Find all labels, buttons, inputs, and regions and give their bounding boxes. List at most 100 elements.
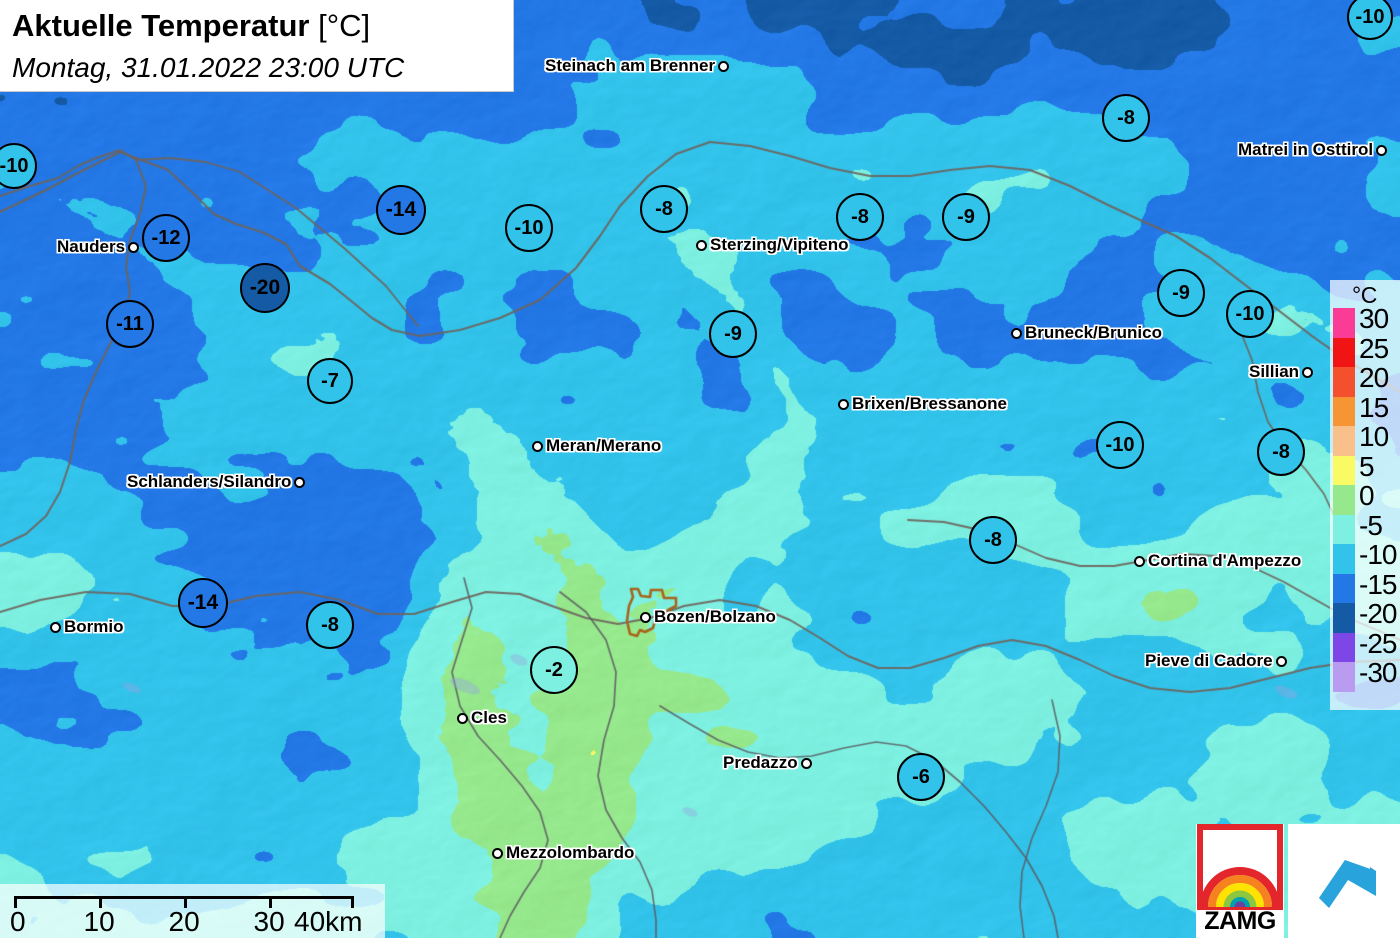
legend-swatch — [1333, 396, 1355, 426]
zamg-logo[interactable]: ZAMG — [1196, 824, 1284, 938]
city-label: Pieve di Cadore — [1145, 651, 1273, 670]
legend-row: -25 — [1333, 628, 1397, 662]
station-temperature-bubble[interactable]: -11 — [106, 300, 154, 348]
station-temperature-bubble[interactable]: -10 — [505, 204, 553, 252]
scale-tick — [351, 896, 354, 908]
city-label: Sterzing/Vipiteno — [710, 235, 849, 254]
legend-row: -10 — [1333, 539, 1397, 574]
legend-swatch — [1333, 485, 1355, 515]
station-temperature-bubble[interactable]: -9 — [942, 193, 990, 241]
legend-tick-label: 5 — [1359, 450, 1375, 482]
scale-tick — [269, 896, 272, 908]
station-temperature-bubble[interactable]: -10 — [1226, 290, 1274, 338]
city-label: Bormio — [64, 617, 124, 636]
legend-row: -20 — [1333, 598, 1397, 633]
legend-tick-label: -10 — [1359, 539, 1397, 570]
map-timestamp: Montag, 31.01.2022 23:00 UTC — [12, 52, 405, 83]
city-dot-icon — [717, 60, 729, 72]
city-dot-icon — [1133, 555, 1145, 567]
scale-tick — [99, 896, 102, 908]
city-label: Schlanders/Silandro — [127, 472, 292, 491]
legend-swatch — [1333, 367, 1355, 397]
zamg-wordmark: ZAMG — [1204, 907, 1276, 935]
station-temperature-bubble[interactable]: -14 — [178, 578, 228, 628]
legend-tick-label: -25 — [1359, 627, 1397, 659]
zamg-rainbow-icon — [1197, 824, 1283, 910]
station-temperature-bubble[interactable]: -10 — [0, 143, 37, 189]
station-temperature-bubble[interactable]: -8 — [836, 193, 884, 241]
station-temperature-bubble[interactable]: -9 — [1157, 269, 1205, 317]
legend-swatch — [1333, 573, 1355, 603]
city-label: Steinach am Brenner — [545, 56, 716, 75]
scale-tick-label: 30 — [253, 906, 285, 937]
scale-tick-label: 20 — [168, 906, 200, 937]
city-label: Cortina d'Ampezzo — [1148, 551, 1302, 570]
city-dot-icon — [1010, 327, 1022, 339]
legend-tick-label: -5 — [1359, 509, 1383, 541]
station-temperature-bubble[interactable]: -8 — [640, 185, 688, 233]
scale-tick-label: 10 — [83, 906, 115, 937]
city-dot-icon — [491, 847, 503, 859]
legend-tick-label: 10 — [1359, 421, 1389, 452]
station-temperature-bubble[interactable]: -8 — [1102, 94, 1150, 142]
legend-tick-label: 30 — [1359, 303, 1389, 334]
station-temperature-bubble[interactable]: -9 — [709, 310, 757, 358]
page-title: Aktuelle Temperatur [°C] — [12, 4, 503, 48]
station-temperature-bubble[interactable]: -6 — [897, 753, 945, 801]
station-temperature-bubble[interactable]: -8 — [306, 601, 354, 649]
legend-swatch — [1333, 514, 1355, 544]
blue-arrow-icon — [1319, 860, 1376, 908]
legend-swatch — [1333, 337, 1355, 367]
scale-tick-label: 0 — [10, 906, 26, 937]
legend-row: 15 — [1333, 392, 1389, 426]
city-dot-icon — [1375, 144, 1387, 156]
city-label: Bozen/Bolzano — [654, 607, 776, 626]
legend-swatch — [1333, 662, 1355, 692]
city-label: Sillian — [1249, 362, 1300, 381]
legend-row: 20 — [1333, 362, 1389, 397]
city-dot-icon — [1301, 366, 1313, 378]
city-label: Meran/Merano — [546, 436, 662, 455]
city-dot-icon — [800, 757, 812, 769]
city-dot-icon — [837, 398, 849, 410]
map-title-box: Aktuelle Temperatur [°C] Montag, 31.01.2… — [0, 0, 514, 92]
station-temperature-bubble[interactable]: -12 — [142, 214, 190, 262]
city-label: Mezzolombardo — [506, 843, 635, 862]
city-dot-icon — [456, 712, 468, 724]
station-temperature-bubble[interactable]: -8 — [1257, 428, 1305, 476]
scale-tick — [184, 896, 187, 908]
city-dot-icon — [293, 476, 305, 488]
legend-row: -15 — [1333, 569, 1397, 603]
station-temperature-bubble[interactable]: -20 — [240, 263, 290, 313]
legend-tick-label: 20 — [1359, 362, 1389, 393]
legend-swatch — [1333, 544, 1355, 574]
city-label: Bruneck/Brunico — [1025, 323, 1162, 342]
map-scale-bar: 0 10 20 30 40km — [0, 884, 385, 938]
city-dot-icon — [531, 440, 543, 452]
legend-row: 0 — [1333, 480, 1375, 515]
station-temperature-bubble[interactable]: -8 — [969, 516, 1017, 564]
legend-swatch-list: 30 25 20 15 10 5 0 -5 -10 -15 -20 -25 -30 — [1333, 303, 1397, 692]
legend-unit-label: °C — [1352, 282, 1377, 308]
legend-row: -5 — [1333, 510, 1383, 544]
city-dot-icon — [49, 621, 61, 633]
station-temperature-bubble[interactable]: -10 — [1096, 421, 1144, 469]
station-temperature-bubble[interactable]: -10 — [1347, 0, 1393, 40]
legend-row: 25 — [1333, 333, 1389, 367]
station-temperature-bubble[interactable]: -14 — [376, 185, 426, 235]
station-temperature-bubble[interactable]: -7 — [307, 358, 353, 404]
scale-tick-label: 40km — [294, 906, 363, 937]
temperature-color-legend[interactable]: °C 30 25 20 15 10 5 0 -5 -10 -15 -20 -25 -30 — [1330, 280, 1400, 710]
legend-swatch — [1333, 632, 1355, 662]
city-label: Predazzo — [723, 753, 798, 772]
station-temperature-bubble[interactable]: -2 — [530, 646, 578, 694]
legend-swatch — [1333, 603, 1355, 633]
legend-tick-label: 15 — [1359, 391, 1389, 423]
city-label: Cles — [471, 708, 507, 727]
legend-swatch — [1333, 426, 1355, 456]
geosphere-arrow-logo[interactable] — [1288, 824, 1400, 938]
legend-tick-label: 0 — [1359, 480, 1375, 511]
legend-row: 5 — [1333, 451, 1375, 485]
